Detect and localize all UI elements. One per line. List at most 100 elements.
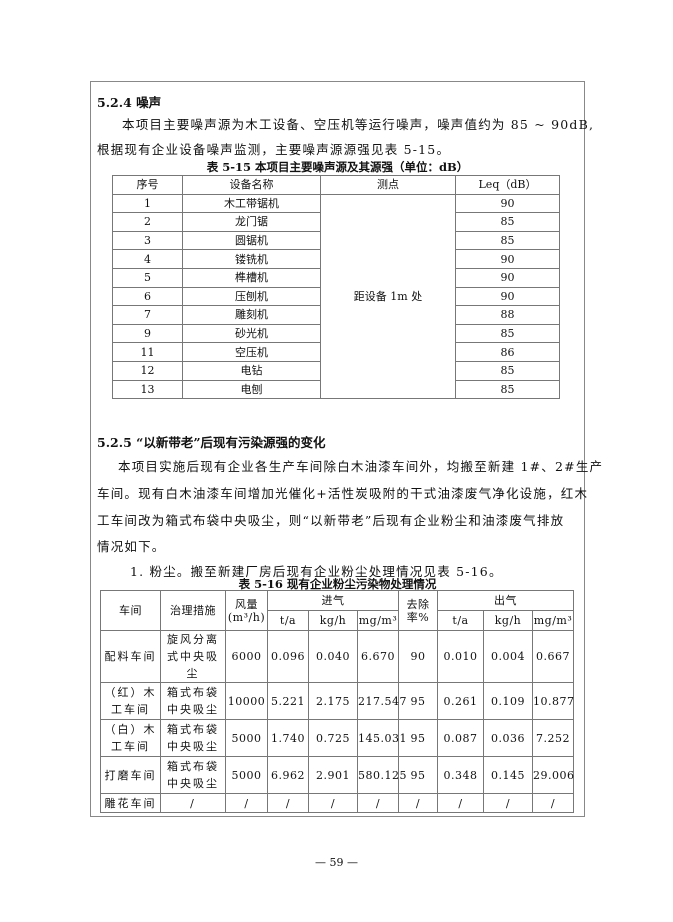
header-cell: Leq（dB） — [455, 175, 560, 195]
workshop-cell: （红）木工车间 — [100, 682, 161, 720]
value-cell: 95 — [398, 756, 438, 794]
value-cell: / — [483, 793, 533, 813]
table-row: 1 木工带锯机 距设备 1m 处 90 — [112, 193, 560, 400]
table-row: 4 镂铣机 90 — [112, 249, 560, 269]
value-cell: 0.145 — [483, 756, 533, 794]
row-number-cell: 2 — [112, 212, 183, 232]
workshop-cell: 打磨车间 — [100, 756, 161, 794]
leq-value-cell: 90 — [455, 286, 560, 307]
paragraph-line: 本项目实施后现有企业各生产车间除白木油漆车间外，均搬至新建 1#、2#生产 — [118, 459, 604, 474]
table-row: 雕花车间 / / / / / / / / / — [100, 793, 574, 813]
value-cell: 6.670 — [357, 630, 399, 683]
table-row: 12 电钻 85 — [112, 360, 560, 381]
table-header-row: 车间 治理措施 风量 (m³/h) 进气 去除率% 出气 — [100, 590, 574, 631]
equipment-name-cell: 榫槽机 — [182, 267, 321, 288]
table-row: 7 雕刻机 88 — [112, 305, 560, 325]
workshop-cell: （白）木工车间 — [100, 719, 161, 757]
table-row: 5 榫槽机 90 — [112, 267, 560, 288]
value-cell: 0.096 — [267, 630, 309, 683]
header-cell: 治理措施 — [160, 590, 226, 631]
value-cell: 580.125 — [357, 756, 407, 794]
equipment-name-cell: 圆锯机 — [182, 230, 321, 251]
row-number-cell: 3 — [112, 230, 183, 251]
value-cell: 0.010 — [437, 630, 484, 683]
value-cell: 0.725 — [308, 719, 358, 757]
page-number: — 59 — — [315, 856, 358, 869]
header-cell: t/a — [437, 610, 484, 631]
flow-unit: (m³/h) — [227, 610, 266, 624]
paragraph-line: 工车间改为箱式布袋中央吸尘，则“以新带老”后现有企业粉尘和油漆废气排放 — [97, 513, 565, 528]
row-number-cell: 4 — [112, 249, 183, 269]
header-cell: 序号 — [112, 175, 183, 195]
value-cell: 6.962 — [267, 756, 309, 794]
row-number-cell: 6 — [112, 286, 183, 307]
value-cell: / — [398, 793, 438, 813]
dust-treatment-table: 车间 治理措施 风量 (m³/h) 进气 去除率% 出气 t/a kg/h mg/… — [100, 590, 574, 813]
value-cell: 6000 — [225, 630, 268, 683]
table-row: 13 电刨 85 — [112, 379, 560, 400]
table-row: （红）木工车间 箱式布袋中央吸尘 10000 5.221 2.175 217.547 95 0… — [100, 682, 574, 720]
leq-value-cell: 85 — [455, 379, 560, 400]
value-cell: / — [225, 793, 268, 813]
equipment-name-cell: 龙门锯 — [182, 212, 321, 232]
page-frame — [90, 81, 585, 817]
equipment-name-cell: 空压机 — [182, 342, 321, 362]
leq-value-cell: 90 — [455, 249, 560, 269]
leq-value-cell: 90 — [455, 193, 560, 214]
header-cell: mg/m³ — [357, 610, 399, 631]
equipment-name-cell: 压刨机 — [182, 286, 321, 307]
row-number-cell: 5 — [112, 267, 183, 288]
value-cell: / — [357, 793, 399, 813]
value-cell: 5.221 — [267, 682, 309, 720]
list-item: 1. 粉尘。搬至新建厂房后现有企业粉尘处理情况见表 5-16。 — [130, 564, 503, 579]
workshop-cell: 雕花车间 — [100, 793, 161, 813]
header-cell: 进气 — [267, 590, 399, 611]
value-cell: 2.901 — [308, 756, 358, 794]
table-row: （白）木工车间 箱式布袋中央吸尘 5000 1.740 0.725 145.031 95 0.… — [100, 719, 574, 757]
paragraph-line: 情况如下。 — [97, 539, 166, 554]
value-cell: / — [267, 793, 309, 813]
header-cell: kg/h — [308, 610, 358, 631]
value-cell: 0.087 — [437, 719, 484, 757]
paragraph-line: 车间。现有白木油漆车间增加光催化+活性炭吸附的干式油漆废气净化设施，红木 — [97, 486, 589, 501]
header-cell: 设备名称 — [182, 175, 321, 195]
value-cell: / — [532, 793, 574, 813]
noise-source-table: 序号 设备名称 测点 Leq（dB） 1 木工带锯机 距设备 1m 处 90 2 龙门锯 8… — [112, 175, 560, 400]
header-cell: 风量 (m³/h) — [225, 590, 268, 631]
value-cell: / — [308, 793, 358, 813]
table-row: 打磨车间 箱式布袋中央吸尘 5000 6.962 2.901 580.125 95 0.348… — [100, 756, 574, 794]
flow-label: 风量 — [235, 597, 258, 611]
measure-cell: 箱式布袋中央吸尘 — [160, 719, 226, 757]
value-cell: 0.040 — [308, 630, 358, 683]
value-cell: 0.348 — [437, 756, 484, 794]
value-cell: 217.547 — [357, 682, 407, 720]
equipment-name-cell: 电钻 — [182, 360, 321, 381]
value-cell: 95 — [398, 719, 438, 757]
row-number-cell: 12 — [112, 360, 183, 381]
table-row: 配料车间 旋风分离式中央吸尘 6000 0.096 0.040 6.670 90 0.010 0… — [100, 630, 574, 683]
leq-value-cell: 85 — [455, 360, 560, 381]
measure-cell: 箱式布袋中央吸尘 — [160, 756, 226, 794]
equipment-name-cell: 电刨 — [182, 379, 321, 400]
measure-cell: 箱式布袋中央吸尘 — [160, 682, 226, 720]
value-cell: 0.036 — [483, 719, 533, 757]
header-cell: kg/h — [483, 610, 533, 631]
table-row: 9 砂光机 85 — [112, 323, 560, 344]
leq-value-cell: 88 — [455, 305, 560, 325]
row-number-cell: 9 — [112, 323, 183, 344]
leq-value-cell: 90 — [455, 267, 560, 288]
value-cell: 0.109 — [483, 682, 533, 720]
value-cell: / — [437, 793, 484, 813]
table-row: 11 空压机 86 — [112, 342, 560, 362]
value-cell: 90 — [398, 630, 438, 683]
equipment-name-cell: 雕刻机 — [182, 305, 321, 325]
value-cell: 0.261 — [437, 682, 484, 720]
leq-value-cell: 85 — [455, 212, 560, 232]
measure-cell: / — [160, 793, 226, 813]
equipment-name-cell: 木工带锯机 — [182, 193, 321, 214]
value-cell: 145.031 — [357, 719, 407, 757]
row-number-cell: 7 — [112, 305, 183, 325]
row-number-cell: 1 — [112, 193, 183, 214]
header-cell: 测点 — [320, 175, 456, 195]
paragraph-line: 根据现有企业设备噪声监测，主要噪声源源强见表 5-15。 — [97, 142, 451, 157]
